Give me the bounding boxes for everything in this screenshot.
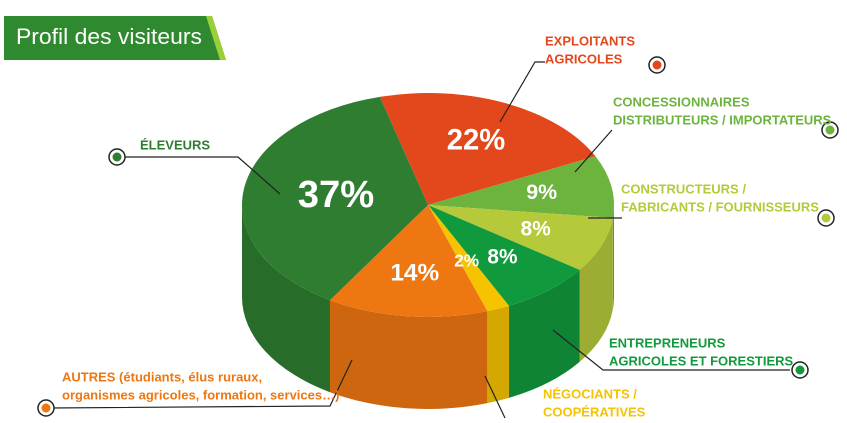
category-label: CONSTRUCTEURS /	[621, 181, 746, 196]
category-label: AUTRES (étudiants, élus ruraux,	[62, 369, 262, 384]
category-label: DISTRIBUTEURS / IMPORTATEURS	[613, 112, 832, 127]
pie-side	[508, 269, 580, 398]
pie-side	[487, 305, 509, 404]
pie-slice	[428, 205, 613, 270]
leader-line	[49, 359, 353, 409]
category-label: COOPÉRATIVES	[543, 404, 646, 419]
value-label: 14%	[390, 259, 439, 286]
value-label: 37%	[298, 173, 374, 216]
marker-dot	[652, 60, 662, 70]
category-label: ENTREPRENEURS	[609, 335, 726, 350]
category-label: CONCESSIONNAIRES	[613, 94, 750, 109]
chart-title: Profil des visiteurs	[16, 24, 202, 49]
pie-slice	[428, 156, 614, 218]
pie-side	[329, 300, 488, 410]
category-label: organismes agricoles, formation, service…	[62, 387, 339, 402]
category-label: ÉLEVEURS	[140, 137, 210, 152]
leader-line	[125, 156, 281, 195]
banner-bg	[4, 16, 226, 60]
pie-side	[612, 205, 614, 310]
value-label: 8%	[487, 246, 517, 269]
pie-slice	[329, 205, 488, 317]
value-label: 2%	[454, 251, 479, 271]
leader-line	[574, 129, 613, 173]
title-banner: Profil des visiteurs	[4, 16, 226, 60]
leader-line	[484, 375, 506, 419]
category-label: NÉGOCIANTS /	[543, 386, 637, 401]
category-label: AGRICOLES ET FORESTIERS	[609, 353, 794, 368]
leader-line	[499, 61, 545, 123]
category-label: AGRICOLES	[545, 51, 623, 66]
value-label: 9%	[526, 180, 557, 204]
pie-side	[242, 205, 330, 393]
marker-dot	[41, 403, 51, 413]
leader-line	[552, 329, 790, 371]
category-label: FABRICANTS / FOURNISSEURS	[621, 199, 819, 214]
marker-dot	[112, 152, 122, 162]
value-label: 22%	[447, 125, 505, 157]
category-label: EXPLOITANTS	[545, 33, 635, 48]
marker-dot	[821, 213, 831, 223]
pie-side	[579, 217, 613, 362]
pie-slice	[241, 96, 428, 301]
banner-accent	[206, 16, 226, 60]
marker-dot	[825, 125, 835, 135]
pie-slice	[428, 205, 580, 306]
pie-slice	[428, 205, 509, 312]
marker-dot	[795, 365, 805, 375]
pie-slice	[379, 93, 596, 205]
value-label: 8%	[521, 217, 551, 240]
